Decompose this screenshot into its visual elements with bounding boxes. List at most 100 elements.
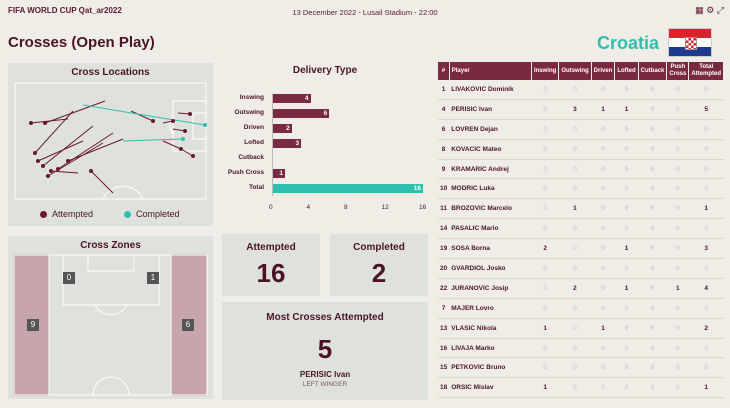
table-row[interactable]: 9 KRAMARIC Andrej 0 0 0 0 0 0 0 <box>438 159 724 180</box>
table-cell: 0 <box>638 377 667 399</box>
top-icons: ▦ ⚙ ⤢ <box>695 5 724 16</box>
table-row[interactable]: 22 JURANOVIC Josip 0 2 0 1 0 1 4 <box>438 278 724 299</box>
table-cell: 0 <box>638 139 667 160</box>
table-cell: 0 <box>614 139 639 160</box>
grid-icon[interactable]: ▦ <box>695 5 704 15</box>
table-header[interactable]: Lofted <box>614 62 639 80</box>
table-cell: 0 <box>531 178 559 200</box>
table-cell: 18 <box>438 377 450 399</box>
table-cell: 8 <box>438 139 450 160</box>
settings-icon[interactable]: ⚙ <box>706 5 715 15</box>
team-name: Croatia <box>597 33 660 53</box>
table-cell: 19 <box>438 238 450 260</box>
table-cell: 0 <box>638 198 667 220</box>
delivery-bar: 16 <box>273 184 423 193</box>
table-cell: 1 <box>591 99 615 120</box>
table-cell: 0 <box>614 178 639 200</box>
table-cell: 0 <box>558 80 592 100</box>
table-header[interactable]: # <box>438 62 450 80</box>
table-cell: 0 <box>666 119 689 140</box>
table-cell: 1 <box>614 99 639 120</box>
table-cell: 0 <box>666 159 689 180</box>
delivery-bar: 3 <box>273 139 302 148</box>
table-header[interactable]: Total Attempted <box>688 62 724 80</box>
completed-dot-icon <box>124 210 131 218</box>
player-name: ORSIC Mislav <box>449 377 532 399</box>
table-cell: 0 <box>531 357 559 379</box>
table-cell: 0 <box>591 357 615 379</box>
zone-right-box-badge: 1 <box>147 272 159 284</box>
player-name: PERISIC Ivan <box>449 99 532 120</box>
x-tick-label: 4 <box>306 204 311 211</box>
table-cell: 0 <box>688 80 724 100</box>
table-cell: 0 <box>638 298 667 319</box>
table-row[interactable]: 6 LOVREN Dejan 0 0 0 0 0 0 0 <box>438 119 724 140</box>
table-cell: 0 <box>591 377 615 399</box>
table-cell: 0 <box>688 338 724 359</box>
delivery-bar: 2 <box>273 124 292 133</box>
table-header[interactable]: Cutback <box>638 62 668 80</box>
delivery-type-chart: Delivery Type Inswing 4 Outswing 6 Driven 2 Lo… <box>220 63 430 226</box>
table-cell: 0 <box>666 377 689 399</box>
table-row[interactable]: 10 MODRIC Luka 0 0 0 0 0 0 0 <box>438 178 724 200</box>
table-header[interactable]: Outswing <box>558 62 592 80</box>
table-cell: 0 <box>558 298 592 319</box>
player-name: JURANOVIC Josip <box>449 278 532 299</box>
table-cell: 1 <box>531 318 559 339</box>
delivery-label: Driven <box>243 124 264 131</box>
table-cell: 0 <box>558 139 592 160</box>
table-cell: 0 <box>614 338 639 359</box>
table-header[interactable]: Driven <box>591 62 616 80</box>
table-header[interactable]: Inswing <box>531 62 560 80</box>
table-cell: 0 <box>591 278 615 299</box>
table-cell: 0 <box>531 218 559 240</box>
table-cell: 0 <box>688 159 724 180</box>
table-row[interactable]: 16 LIVAJA Marko 0 0 0 0 0 0 0 <box>438 338 724 359</box>
expand-icon[interactable]: ⤢ <box>716 5 724 15</box>
table-row[interactable]: 13 VLASIC Nikola 1 0 1 0 0 0 2 <box>438 318 724 339</box>
pitch-half <box>14 82 207 200</box>
most-crosses-position: LEFT WINGER <box>302 381 348 388</box>
table-cell: 0 <box>591 298 615 319</box>
table-row[interactable]: 15 PETKOVIC Bruno 0 0 0 0 0 0 0 <box>438 357 724 379</box>
table-cell: 0 <box>638 159 667 180</box>
table-row[interactable]: 11 BROZOVIC Marcelo 0 1 0 0 0 0 1 <box>438 198 724 220</box>
table-row[interactable]: 7 MAJER Lovro 0 0 0 0 0 0 0 <box>438 298 724 319</box>
table-cell: 0 <box>591 218 615 240</box>
player-name: LOVREN Dejan <box>449 119 532 140</box>
table-cell: 0 <box>666 318 689 339</box>
table-cell: 7 <box>438 298 450 319</box>
table-row[interactable]: 4 PERISIC Ivan 0 3 1 1 0 0 5 <box>438 99 724 120</box>
table-cell: 0 <box>558 159 592 180</box>
zone-right-wing-badge: 6 <box>182 319 194 331</box>
table-cell: 0 <box>638 178 667 200</box>
table-header[interactable]: Push Cross <box>666 62 690 80</box>
table-cell: 0 <box>558 357 592 379</box>
brand-logo: FIFA WORLD CUP Qat_ar2022 <box>8 6 122 15</box>
table-cell: 0 <box>591 198 615 220</box>
table-row[interactable]: 1 LIVAKOVIC Dominik 0 0 0 0 0 0 0 <box>438 80 724 100</box>
table-cell: 0 <box>666 357 689 379</box>
table-row[interactable]: 8 KOVACIC Mateo 0 0 0 0 0 0 0 <box>438 139 724 160</box>
table-cell: 0 <box>638 258 667 279</box>
table-cell: 1 <box>688 198 724 220</box>
table-cell: 0 <box>558 258 592 279</box>
table-cell: 0 <box>638 80 667 100</box>
table-cell: 0 <box>558 338 592 359</box>
table-cell: 0 <box>666 338 689 359</box>
table-cell: 16 <box>438 338 450 359</box>
delivery-label: Push Cross <box>227 169 264 176</box>
table-row[interactable]: 20 GVARDIOL Josko 0 0 0 0 0 0 0 <box>438 258 724 279</box>
table-row[interactable]: 14 PASALIC Mario 0 0 0 0 0 0 0 <box>438 218 724 240</box>
table-cell: 20 <box>438 258 450 279</box>
player-name: VLASIC Nikola <box>449 318 532 339</box>
table-cell: 5 <box>688 99 724 120</box>
table-header[interactable]: Player <box>449 62 532 80</box>
delivery-label: Inswing <box>239 94 264 101</box>
table-row[interactable]: 18 ORSIC Mislav 1 0 0 0 0 0 1 <box>438 377 724 399</box>
table-cell: 0 <box>614 258 639 279</box>
table-cell: 0 <box>614 377 639 399</box>
x-tick-label: 8 <box>344 204 348 211</box>
zone-left-wing-badge: 9 <box>27 319 39 331</box>
table-row[interactable]: 19 SOSA Borna 2 0 0 1 0 0 3 <box>438 238 724 260</box>
